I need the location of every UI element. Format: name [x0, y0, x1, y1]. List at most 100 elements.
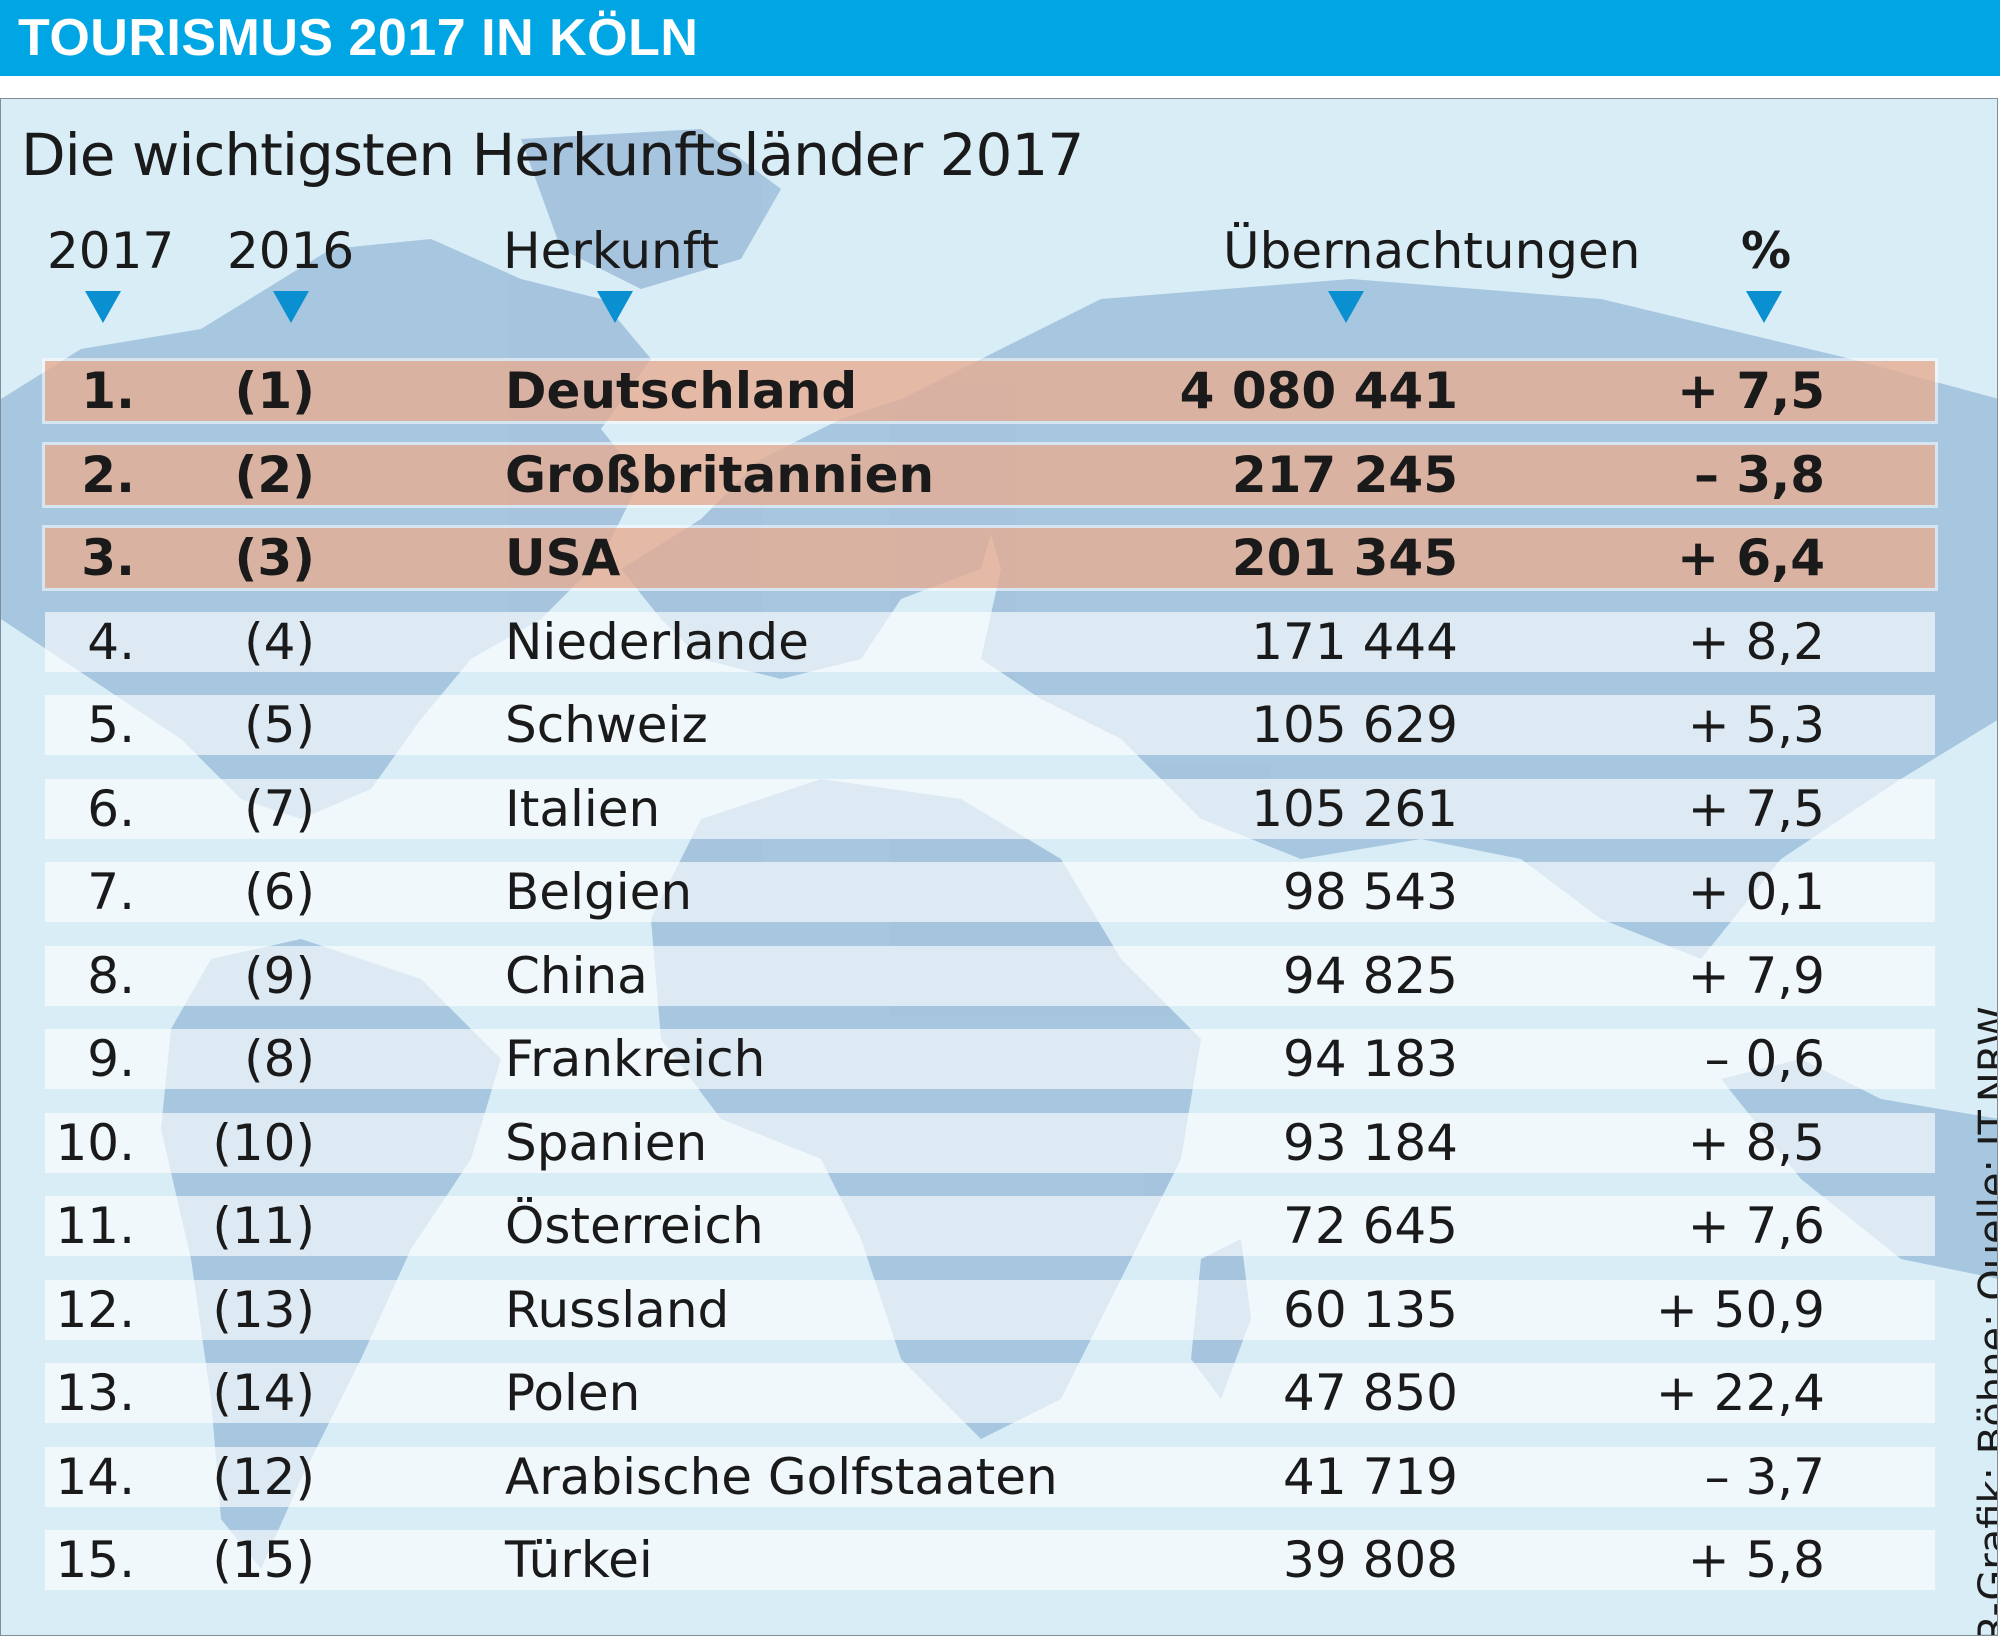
cell-origin: Niederlande — [505, 612, 809, 671]
cell-rank-2017: 13. — [55, 1364, 135, 1422]
cell-percent-change: + 22,4 — [1655, 1364, 1825, 1422]
arrow-down-icon — [85, 291, 121, 323]
cell-rank-2017: 6. — [87, 779, 135, 838]
cell-rank-2016: (13) — [212, 1280, 315, 1339]
arrow-down-icon — [597, 291, 633, 323]
cell-origin: Spanien — [505, 1113, 708, 1172]
column-header-2017: 2017 — [47, 222, 175, 280]
cell-overnights: 72 645 — [1283, 1197, 1458, 1255]
cell-overnights: 105 629 — [1251, 696, 1458, 754]
cell-overnights: 94 825 — [1283, 946, 1458, 1005]
source-credit: KR-Grafik: Böhne; Quelle: IT.NRW — [1971, 1006, 1998, 1635]
cell-origin: Italien — [505, 779, 661, 838]
column-header-origin: Herkunft — [503, 222, 720, 280]
cell-rank-2017: 12. — [55, 1280, 135, 1339]
cell-percent-change: + 7,9 — [1687, 946, 1825, 1005]
table-row: 14. (12) Arabische Golfstaaten 41 719 – 3,7 — [45, 1446, 1935, 1507]
table-row: 8. (9) China 94 825 + 7,9 — [45, 945, 1935, 1006]
cell-rank-2016: (9) — [244, 946, 315, 1005]
cell-origin: Türkei — [505, 1531, 653, 1589]
table-panel: Die wichtigsten Herkunftsländer 2017 201… — [0, 98, 1998, 1636]
table-row: 11. (11) Österreich 72 645 + 7,6 — [45, 1196, 1935, 1256]
cell-rank-2016: (5) — [244, 696, 315, 754]
table-row: 9. (8) Frankreich 94 183 – 0,6 — [45, 1029, 1935, 1089]
cell-rank-2016: (2) — [234, 445, 316, 504]
table-row: 12. (13) Russland 60 135 + 50,9 — [45, 1279, 1935, 1340]
table-row: 6. (7) Italien 105 261 + 7,5 — [45, 778, 1935, 839]
cell-percent-change: + 5,3 — [1687, 696, 1825, 754]
cell-origin: Schweiz — [505, 696, 708, 754]
cell-percent-change: – 3,8 — [1694, 445, 1825, 504]
cell-rank-2016: (3) — [234, 529, 316, 587]
table-row: 2. (2) Großbritannien 217 245 – 3,8 — [42, 441, 1938, 508]
cell-origin: Arabische Golfstaaten — [505, 1447, 1058, 1506]
cell-percent-change: + 8,2 — [1687, 612, 1825, 671]
cell-overnights: 94 183 — [1283, 1030, 1458, 1088]
cell-overnights: 4 080 441 — [1179, 362, 1458, 420]
cell-rank-2016: (11) — [212, 1197, 315, 1255]
header-title: TOURISMUS 2017 IN KÖLN — [18, 9, 699, 67]
column-header-2016: 2016 — [227, 222, 355, 280]
cell-rank-2017: 15. — [55, 1531, 135, 1589]
table-row: 10. (10) Spanien 93 184 + 8,5 — [45, 1112, 1935, 1173]
cell-rank-2017: 14. — [55, 1447, 135, 1506]
cell-origin: USA — [505, 529, 621, 587]
cell-rank-2016: (15) — [212, 1531, 315, 1589]
cell-percent-change: – 0,6 — [1704, 1030, 1825, 1088]
column-header-overnights: Übernachtungen — [1223, 222, 1641, 280]
cell-rank-2016: (10) — [212, 1113, 315, 1172]
arrow-down-icon — [273, 291, 309, 323]
cell-rank-2017: 3. — [81, 529, 135, 587]
cell-rank-2017: 7. — [87, 863, 135, 921]
cell-rank-2016: (12) — [212, 1447, 315, 1506]
table-row: 1. (1) Deutschland 4 080 441 + 7,5 — [42, 358, 1938, 424]
cell-rank-2017: 10. — [55, 1113, 135, 1172]
cell-rank-2017: 5. — [87, 696, 135, 754]
cell-overnights: 171 444 — [1251, 612, 1458, 671]
cell-overnights: 93 184 — [1283, 1113, 1458, 1172]
cell-origin: Russland — [505, 1280, 730, 1339]
cell-overnights: 47 850 — [1283, 1364, 1458, 1422]
arrow-down-icon — [1746, 291, 1782, 323]
cell-rank-2017: 4. — [87, 612, 135, 671]
cell-origin: Großbritannien — [505, 445, 935, 504]
cell-percent-change: – 3,7 — [1704, 1447, 1825, 1506]
cell-origin: China — [505, 946, 648, 1005]
cell-rank-2017: 9. — [87, 1030, 135, 1088]
cell-percent-change: + 5,8 — [1687, 1531, 1825, 1589]
arrow-down-icon — [1328, 291, 1364, 323]
cell-origin: Belgien — [505, 863, 693, 921]
cell-overnights: 105 261 — [1251, 779, 1458, 838]
cell-rank-2016: (4) — [244, 612, 315, 671]
cell-rank-2017: 8. — [87, 946, 135, 1005]
cell-overnights: 41 719 — [1283, 1447, 1458, 1506]
table-row: 7. (6) Belgien 98 543 + 0,1 — [45, 862, 1935, 922]
cell-origin: Österreich — [505, 1197, 764, 1255]
cell-origin: Frankreich — [505, 1030, 766, 1088]
subtitle: Die wichtigsten Herkunftsländer 2017 — [21, 121, 1084, 189]
cell-percent-change: + 6,4 — [1677, 529, 1825, 587]
header-bar: TOURISMUS 2017 IN KÖLN — [0, 0, 2000, 76]
cell-origin: Deutschland — [505, 362, 858, 420]
cell-percent-change: + 7,5 — [1687, 779, 1825, 838]
table-row: 5. (5) Schweiz 105 629 + 5,3 — [45, 695, 1935, 755]
table-row: 3. (3) USA 201 345 + 6,4 — [42, 525, 1938, 591]
cell-percent-change: + 0,1 — [1687, 863, 1825, 921]
cell-rank-2017: 2. — [81, 445, 135, 504]
column-header-percent: % — [1741, 222, 1792, 280]
cell-rank-2016: (8) — [244, 1030, 315, 1088]
cell-overnights: 201 345 — [1231, 529, 1458, 587]
cell-rank-2016: (7) — [244, 779, 315, 838]
cell-rank-2017: 11. — [55, 1197, 135, 1255]
table-row: 13. (14) Polen 47 850 + 22,4 — [45, 1363, 1935, 1423]
cell-rank-2016: (14) — [212, 1364, 315, 1422]
cell-overnights: 39 808 — [1283, 1531, 1458, 1589]
cell-overnights: 60 135 — [1283, 1280, 1458, 1339]
cell-percent-change: + 8,5 — [1687, 1113, 1825, 1172]
table-row: 15. (15) Türkei 39 808 + 5,8 — [45, 1530, 1935, 1590]
cell-percent-change: + 7,5 — [1677, 362, 1825, 420]
cell-origin: Polen — [505, 1364, 641, 1422]
cell-percent-change: + 50,9 — [1655, 1280, 1825, 1339]
cell-rank-2017: 1. — [81, 362, 135, 420]
table-row: 4. (4) Niederlande 171 444 + 8,2 — [45, 611, 1935, 672]
